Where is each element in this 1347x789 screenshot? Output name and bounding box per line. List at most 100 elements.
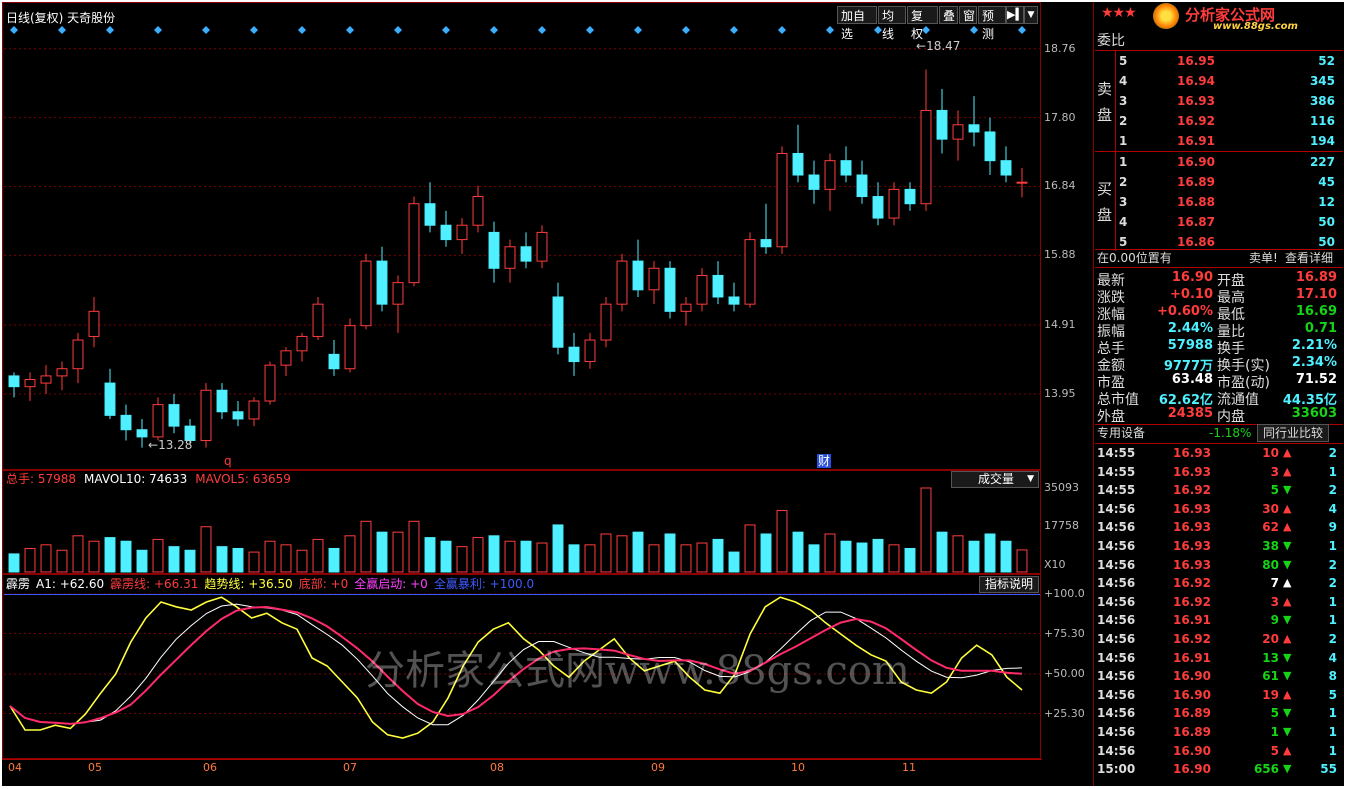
- down-arrow-icon: ▼: [1283, 483, 1292, 497]
- quote-row: 总市值 62.62亿 流通值 44.35亿: [1095, 388, 1343, 408]
- scroll-arrow-button[interactable]: ▶▍: [1006, 6, 1024, 24]
- quote-value: 24385: [1167, 406, 1213, 421]
- tick-row: 14:56 16.93 30 ▲ 4: [1095, 500, 1341, 519]
- candle-body: [776, 152, 788, 248]
- tick-time: 14:56: [1097, 650, 1136, 665]
- candle-body: [840, 160, 852, 176]
- signal-diamond-marker: [778, 26, 786, 34]
- volume-bar: [392, 531, 404, 573]
- volume-bar: [808, 544, 820, 573]
- tick-row: 14:56 16.89 1 ▼ 1: [1095, 723, 1341, 742]
- event-marker-financial[interactable]: 财: [817, 454, 832, 468]
- candle-body: [808, 174, 820, 190]
- quote-row: 涨幅 +0.60% 最低 16.69: [1095, 303, 1343, 323]
- chart-header: 日线(复权) 天奇股份: [6, 7, 115, 26]
- tick-price: 16.92: [1173, 594, 1211, 609]
- volume-bar: [936, 531, 948, 573]
- quote-label-2: 量比: [1217, 324, 1245, 340]
- tick-price: 16.93: [1173, 539, 1211, 553]
- low-price-value: 13.28: [158, 438, 193, 452]
- volume-bar: [712, 538, 724, 573]
- tick-volume: 5: [1270, 743, 1279, 758]
- signal-diamond-marker: [10, 26, 18, 34]
- volume-bar: [952, 535, 964, 573]
- up-arrow-icon: ▲: [1283, 520, 1292, 534]
- level-number: 1: [1119, 134, 1128, 148]
- volume-bar: [552, 524, 564, 573]
- toolbar-button-0[interactable]: 加自选: [837, 6, 877, 41]
- view-details-link[interactable]: 查看详细: [1285, 251, 1334, 265]
- tick-count: 1: [1328, 725, 1337, 739]
- quote-value: +0.60%: [1157, 304, 1213, 319]
- candle-body: [168, 404, 180, 427]
- tick-row: 14:56 16.90 19 ▲ 5: [1095, 686, 1341, 705]
- sell-order-link[interactable]: 卖单!: [1249, 251, 1278, 265]
- down-arrow-icon: ▼: [1283, 557, 1292, 571]
- price-tick-label: 13.95: [1044, 386, 1076, 400]
- tick-volume: 62: [1262, 520, 1279, 535]
- price-tick-label: 14.91: [1044, 317, 1076, 331]
- tick-volume: 19: [1262, 687, 1279, 702]
- quote-row: 涨跌 +0.10 最高 17.10: [1095, 286, 1343, 306]
- logo-area: ★★★ 分析家公式网 www.88gs.com: [1095, 2, 1343, 32]
- event-marker-q[interactable]: q: [224, 454, 232, 468]
- toolbar-button-1[interactable]: 均线: [878, 6, 906, 41]
- indicator-help-button[interactable]: 指标说明: [979, 576, 1039, 593]
- quote-value-2: 44.35亿: [1282, 393, 1337, 408]
- volume-indicator-dropdown[interactable]: 成交量 ▼: [951, 471, 1039, 488]
- candle-body: [904, 188, 916, 205]
- volume-tick-label: 35093: [1044, 481, 1079, 494]
- tick-count: 2: [1328, 557, 1337, 572]
- tick-row: 14:56 16.93 62 ▲ 9: [1095, 518, 1341, 537]
- toolbar-button-5[interactable]: 预测: [978, 6, 1006, 41]
- tick-time: 14:55: [1097, 464, 1136, 479]
- toolbar-button-4[interactable]: 窗: [959, 6, 977, 24]
- volume-bar: [24, 547, 36, 573]
- asks-row[interactable]: 4 16.94 345: [1095, 71, 1341, 91]
- bids-row[interactable]: 3 16.88 12: [1095, 192, 1341, 212]
- quote-value: 63.48: [1171, 372, 1213, 387]
- indicator-legend-item: 全赢启动: +0: [354, 577, 428, 591]
- candle-body: [824, 160, 836, 190]
- tick-time: 14:56: [1097, 594, 1136, 609]
- asks-row[interactable]: 5 16.95 52: [1095, 51, 1341, 71]
- tick-volume: 13: [1262, 650, 1279, 665]
- quote-value-2: 71.52: [1295, 372, 1337, 387]
- bids-row[interactable]: 1 16.90 227: [1095, 152, 1341, 172]
- menu-dropdown-button[interactable]: ▼: [1024, 6, 1038, 24]
- bids-row[interactable]: 2 16.89 45: [1095, 172, 1341, 192]
- bids-row[interactable]: 5 16.86 50: [1095, 232, 1341, 252]
- signal-diamond-marker: [730, 26, 738, 34]
- level-price: 16.93: [1177, 94, 1215, 108]
- candle-body: [760, 239, 772, 248]
- asks-row[interactable]: 1 16.91 194: [1095, 131, 1341, 151]
- asks-row[interactable]: 3 16.93 386: [1095, 91, 1341, 111]
- toolbar-button-2[interactable]: 复权: [907, 6, 938, 41]
- signal-diamond-marker: [202, 26, 210, 34]
- signal-diamond-marker: [106, 26, 114, 34]
- tick-time: 14:56: [1097, 539, 1136, 553]
- tick-price: 16.90: [1173, 687, 1211, 702]
- tick-time: 14:55: [1097, 483, 1136, 498]
- toolbar-button-3[interactable]: 叠: [939, 6, 958, 24]
- tick-row: 14:56 16.92 3 ▲ 1: [1095, 593, 1341, 612]
- volume-bar: [536, 542, 548, 573]
- candle-body: [680, 303, 692, 312]
- tick-count: 2: [1328, 483, 1337, 498]
- candle-body: [264, 364, 276, 402]
- volume-dropdown-label: 成交量: [978, 472, 1015, 486]
- industry-compare-button[interactable]: 同行业比较: [1257, 424, 1329, 442]
- level-number: 3: [1119, 94, 1128, 108]
- candle-body: [280, 350, 292, 366]
- asks-row[interactable]: 2 16.92 116: [1095, 111, 1341, 131]
- tick-price: 16.92: [1173, 483, 1211, 498]
- candle-body: [360, 260, 372, 327]
- position-text: 在0.00位置有: [1097, 251, 1172, 265]
- down-arrow-icon: ▼: [1283, 706, 1292, 720]
- quote-label-2: 流通值: [1217, 392, 1259, 408]
- volume-bar: [232, 547, 244, 573]
- tick-time: 14:56: [1097, 725, 1136, 739]
- volume-bar: [360, 520, 372, 573]
- sector-name[interactable]: 专用设备: [1097, 426, 1146, 440]
- bids-row[interactable]: 4 16.87 50: [1095, 212, 1341, 232]
